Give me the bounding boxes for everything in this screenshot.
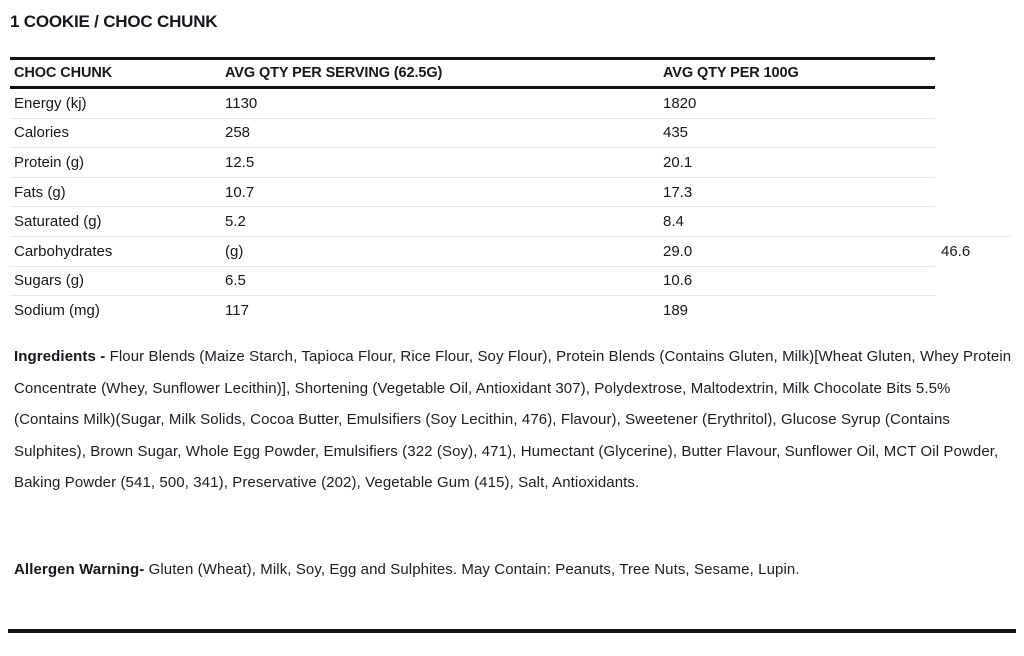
column-header-per-100g: AVG QTY PER 100G <box>663 65 799 81</box>
column-header-product: CHOC CHUNK <box>14 65 113 81</box>
table-header-row: CHOC CHUNK AVG QTY PER SERVING (62.5G) A… <box>10 57 935 89</box>
nutrient-label: Sugars (g) <box>14 272 85 290</box>
per-100g-value: 435 <box>663 124 689 142</box>
per-100g-value: 189 <box>663 302 689 320</box>
ingredients-text: Flour Blends (Maize Starch, Tapioca Flou… <box>14 348 1012 492</box>
table-row-carbohydrates: Carbohydrates (g) 29.0 46.6 <box>10 235 1011 267</box>
per-100g-value: 8.4 <box>663 213 684 231</box>
per-serving-value: 10.7 <box>225 183 255 201</box>
table-row-sodium: Sodium (mg) 117 189 <box>10 296 935 326</box>
per-100g-value: 20.1 <box>663 153 693 171</box>
nutrient-label: Carbohydrates <box>14 242 113 260</box>
bottom-divider <box>8 629 1016 633</box>
nutrition-table: CHOC CHUNK AVG QTY PER SERVING (62.5G) A… <box>10 57 1011 326</box>
per-serving-value: 5.2 <box>225 213 246 231</box>
per-serving-value: 12.5 <box>225 153 255 171</box>
nutrient-label: Energy (kj) <box>14 94 87 112</box>
nutrient-label: Saturated (g) <box>14 213 102 231</box>
ingredients-paragraph: Ingredients - Flour Blends (Maize Starch… <box>14 341 1016 499</box>
table-row-sugars: Sugars (g) 6.5 10.6 <box>10 267 935 297</box>
per-serving-value: (g) <box>225 242 244 260</box>
nutrient-label: Fats (g) <box>14 183 66 201</box>
per-serving-value: 117 <box>225 302 249 320</box>
nutrient-label: Protein (g) <box>14 153 85 171</box>
allergen-warning-label: Allergen Warning- <box>14 561 145 578</box>
per-100g-value: 1820 <box>663 94 697 112</box>
carbs-extra-value: 46.6 <box>941 242 971 260</box>
nutrient-label: Sodium (mg) <box>14 302 100 320</box>
ingredients-label: Ingredients - <box>14 348 106 365</box>
table-row-fats: Fats (g) 10.7 17.3 <box>10 178 935 208</box>
column-header-per-serving: AVG QTY PER SERVING (62.5G) <box>225 65 443 81</box>
per-serving-value: 1130 <box>225 94 258 112</box>
per-100g-value: 29.0 <box>663 242 693 260</box>
table-row-protein: Protein (g) 12.5 20.1 <box>10 148 935 178</box>
per-100g-value: 10.6 <box>663 272 693 290</box>
per-serving-value: 258 <box>225 124 251 142</box>
per-serving-value: 6.5 <box>225 272 246 290</box>
allergen-warning-paragraph: Allergen Warning- Gluten (Wheat), Milk, … <box>14 561 1016 578</box>
table-row-calories: Calories 258 435 <box>10 119 935 149</box>
table-row-energy: Energy (kj) 1130 1820 <box>10 89 935 119</box>
page-title: 1 COOKIE / CHOC CHUNK <box>10 12 218 31</box>
nutrient-label: Calories <box>14 124 70 142</box>
allergen-warning-text: Gluten (Wheat), Milk, Soy, Egg and Sulph… <box>144 561 800 578</box>
per-100g-value: 17.3 <box>663 183 693 201</box>
table-row-saturated: Saturated (g) 5.2 8.4 <box>10 207 935 237</box>
